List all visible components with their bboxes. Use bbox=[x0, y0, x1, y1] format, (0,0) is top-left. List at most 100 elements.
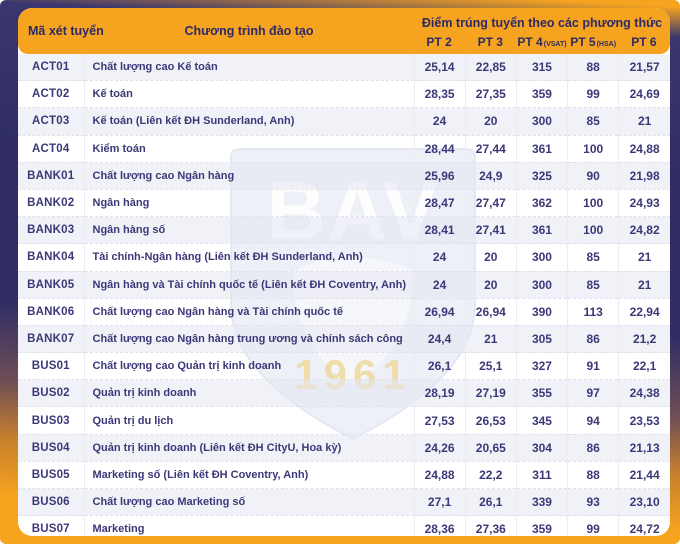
score-cell: 327 bbox=[515, 352, 568, 380]
score-cell: 85 bbox=[567, 107, 619, 136]
code-cell: BUS06 bbox=[18, 487, 84, 516]
program-cell: Quản trị kinh doanh bbox=[83, 379, 414, 407]
column-header-pt5: PT 5(HSA) bbox=[567, 33, 619, 54]
admission-scores-table: Mã xét tuyển Chương trình đào tạo Điểm t… bbox=[18, 8, 670, 536]
score-table-body: ACT01 Chất lượng cao Kế toán 25,14 22,85 315… bbox=[18, 54, 670, 536]
program-cell: Ngân hàng và Tài chính quốc tế (Liên kết… bbox=[83, 270, 414, 299]
column-header-scores-group: Điểm trúng tuyển theo các phương thức bbox=[414, 8, 670, 33]
score-cell: 22,85 bbox=[464, 54, 517, 81]
table-row: BUS07 Marketing 28,36 27,36 359 99 24,72 bbox=[18, 515, 670, 536]
score-cell: 359 bbox=[515, 515, 568, 536]
program-cell: Tài chính-Ngân hàng (Liên kết ĐH Sunderl… bbox=[83, 243, 414, 271]
score-cell: 94 bbox=[567, 406, 619, 435]
score-cell: 27,36 bbox=[464, 515, 517, 536]
score-cell: 23,53 bbox=[618, 406, 670, 435]
table-row: BANK07 Chất lượng cao Ngân hàng trung ươn… bbox=[18, 324, 670, 353]
score-cell: 24,72 bbox=[618, 515, 670, 536]
code-cell: BUS01 bbox=[18, 352, 84, 380]
score-cell: 24,88 bbox=[413, 460, 466, 489]
score-cell: 25,1 bbox=[464, 352, 517, 380]
score-cell: 304 bbox=[515, 433, 568, 462]
score-cell: 99 bbox=[567, 515, 619, 536]
score-cell: 21,2 bbox=[618, 324, 670, 353]
score-cell: 361 bbox=[515, 134, 568, 163]
score-cell: 99 bbox=[567, 80, 619, 108]
score-cell: 24,4 bbox=[413, 324, 466, 353]
code-cell: ACT01 bbox=[18, 54, 84, 81]
score-cell: 24,88 bbox=[618, 134, 670, 163]
column-header-pt3: PT 3 bbox=[465, 33, 517, 54]
score-cell: 93 bbox=[567, 487, 619, 516]
pt3-label: PT 3 bbox=[477, 34, 503, 49]
score-cell: 25,96 bbox=[413, 161, 466, 190]
table-row: ACT03 Kế toán (Liên kết ĐH Sunderland, An… bbox=[18, 107, 670, 136]
column-header-pt4: PT 4(VSAT) bbox=[516, 33, 568, 54]
column-header-code-label: Mã xét tuyển bbox=[28, 24, 104, 38]
code-cell: BUS07 bbox=[18, 515, 84, 536]
score-cell: 21,44 bbox=[618, 460, 670, 489]
score-cell: 20 bbox=[464, 270, 517, 299]
score-cell: 300 bbox=[515, 107, 568, 136]
pt4-label: PT 4 bbox=[517, 34, 543, 49]
program-cell: Chất lượng cao Ngân hàng bbox=[83, 161, 414, 190]
table-row: BUS01 Chất lượng cao Quản trị kinh doanh 2… bbox=[18, 352, 670, 380]
column-header-program: Chương trình đào tạo bbox=[84, 8, 414, 54]
code-cell: ACT04 bbox=[18, 134, 84, 163]
score-cell: 100 bbox=[567, 188, 619, 217]
score-cell: 27,1 bbox=[413, 487, 466, 516]
program-cell: Chất lượng cao Ngân hàng và Tài chính qu… bbox=[83, 297, 414, 326]
score-cell: 27,41 bbox=[464, 216, 517, 244]
score-cell: 26,1 bbox=[464, 487, 517, 516]
pt4-note: (VSAT) bbox=[543, 40, 567, 48]
score-cell: 24,69 bbox=[618, 80, 670, 108]
code-cell: ACT02 bbox=[18, 80, 84, 108]
score-cell: 24 bbox=[413, 270, 466, 299]
table-row: BANK02 Ngân hàng 28,47 27,47 362 100 24,93 bbox=[18, 188, 670, 217]
pt5-note: (HSA) bbox=[596, 40, 617, 48]
score-cell: 86 bbox=[567, 324, 619, 353]
table-row: ACT04 Kiểm toán 28,44 27,44 361 100 24,88 bbox=[18, 134, 670, 163]
score-cell: 24,9 bbox=[464, 161, 517, 190]
score-cell: 28,36 bbox=[413, 515, 466, 536]
score-cell: 20 bbox=[464, 107, 517, 136]
score-cell: 24 bbox=[413, 107, 466, 136]
table-row: ACT02 Kế toán 28,35 27,35 359 99 24,69 bbox=[18, 80, 670, 108]
program-cell: Kế toán bbox=[83, 80, 414, 108]
score-cell: 86 bbox=[567, 433, 619, 462]
table-row: BANK03 Ngân hàng số 28,41 27,41 361 100 24,82 bbox=[18, 216, 670, 244]
program-cell: Marketing số (Liên kết ĐH Coventry, Anh) bbox=[83, 460, 414, 489]
code-cell: BANK05 bbox=[18, 270, 84, 299]
table-row: BUS03 Quản trị du lịch 27,53 26,53 345 94 23,5… bbox=[18, 406, 670, 435]
program-cell: Quản trị du lịch bbox=[83, 406, 414, 435]
score-cell: 315 bbox=[515, 54, 568, 81]
score-cell: 27,19 bbox=[464, 379, 517, 407]
program-cell: Kế toán (Liên kết ĐH Sunderland, Anh) bbox=[83, 107, 414, 136]
score-cell: 325 bbox=[515, 161, 568, 190]
score-cell: 26,94 bbox=[413, 297, 466, 326]
pt5-label: PT 5 bbox=[570, 34, 596, 49]
score-cell: 85 bbox=[567, 243, 619, 271]
score-cell: 100 bbox=[567, 216, 619, 244]
score-cell: 24 bbox=[413, 243, 466, 271]
score-cell: 21,13 bbox=[618, 433, 670, 462]
score-cell: 25,14 bbox=[413, 54, 466, 81]
score-cell: 24,93 bbox=[618, 188, 670, 217]
code-cell: BANK06 bbox=[18, 297, 84, 326]
score-cell: 27,44 bbox=[464, 134, 517, 163]
table-header: Mã xét tuyển Chương trình đào tạo Điểm t… bbox=[18, 8, 670, 54]
score-cell: 24,38 bbox=[618, 379, 670, 407]
score-cell: 88 bbox=[567, 54, 619, 81]
program-cell: Chất lượng cao Marketing số bbox=[83, 487, 414, 516]
score-cell: 300 bbox=[515, 243, 568, 271]
score-cell: 21,98 bbox=[618, 161, 670, 190]
column-header-code: Mã xét tuyển bbox=[18, 8, 104, 54]
table-row: BANK01 Chất lượng cao Ngân hàng 25,96 24,9 3… bbox=[18, 161, 670, 190]
score-cell: 26,53 bbox=[464, 406, 517, 435]
score-cell: 21 bbox=[618, 107, 670, 136]
pt6-label: PT 6 bbox=[631, 34, 657, 49]
table-row: BANK04 Tài chính-Ngân hàng (Liên kết ĐH S… bbox=[18, 243, 670, 271]
score-cell: 362 bbox=[515, 188, 568, 217]
score-cell: 27,47 bbox=[464, 188, 517, 217]
score-cell: 21,57 bbox=[618, 54, 670, 81]
program-cell: Ngân hàng bbox=[83, 188, 414, 217]
